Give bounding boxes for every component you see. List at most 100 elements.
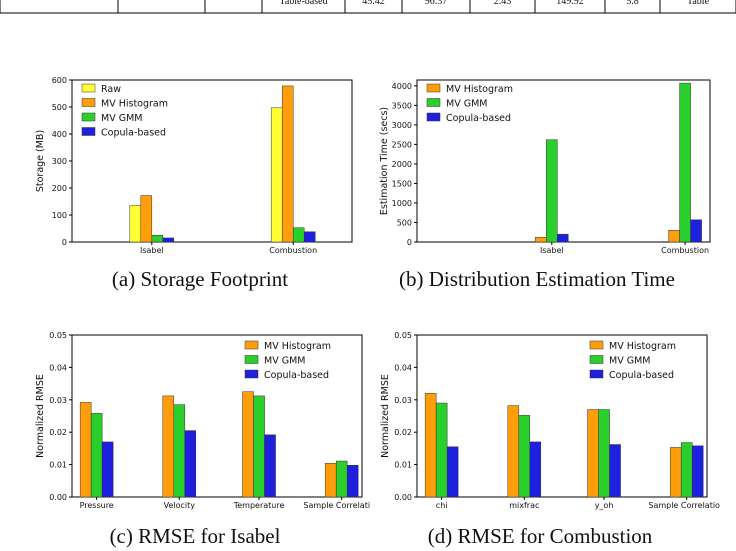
bar-mv-gmm-sample-correlation — [335, 460, 348, 498]
bar-mv-gmm-chi — [435, 402, 448, 498]
y-tick-label: 200 — [52, 184, 67, 193]
caption-storage-footprint: (a) Storage Footprint — [111, 267, 289, 291]
legend-swatch-mv-histogram — [244, 340, 259, 350]
y-tick-label: 0.04 — [49, 363, 67, 372]
bar-copula-based-velocity — [184, 430, 197, 498]
y-tick-label: 0.00 — [394, 493, 412, 502]
bar-mv-histogram-mixfrac — [507, 405, 520, 498]
caption-rmse-combustion: (d) RMSE for Combustion — [427, 524, 653, 548]
legend-label-mv-gmm: MV GMM — [101, 113, 142, 124]
table-cell: Table-based — [279, 0, 327, 7]
y-tick-label: 400 — [52, 130, 67, 139]
bar-copula-based-combustion — [303, 231, 316, 243]
bar-mv-histogram-chi — [424, 393, 437, 498]
x-tick-label-combustion: Combustion — [661, 246, 709, 255]
y-tick-label: 0.05 — [394, 331, 412, 340]
bar-mv-gmm-isabel — [546, 139, 558, 243]
legend-swatch-copula-based — [81, 127, 96, 136]
y-tick-label: 0.05 — [49, 331, 67, 340]
plot-frame — [71, 334, 363, 498]
y-tick-label: 0.00 — [49, 493, 67, 502]
y-tick-label: 500 — [397, 218, 412, 227]
bar-copula-based-sample-correlation — [691, 445, 704, 498]
chart-estimation-time: 0 500 1000 1500 2000 2500 3000 3500 4000 Estimati… — [379, 79, 711, 255]
y-tick-label: 2500 — [392, 140, 412, 149]
y-axis-label: Estimation Time (secs) — [379, 107, 390, 215]
legend-label-copula-based: Copula-based — [264, 370, 329, 381]
table-cell: 96.37 — [425, 0, 448, 7]
legend-label-mv-histogram: MV Histogram — [264, 341, 331, 352]
table-cell: 45.42 — [362, 0, 385, 7]
table-cell: 149.92 — [556, 0, 584, 7]
bar-mv-histogram-sample-correlation — [324, 463, 337, 498]
table-cell: 5.8 — [626, 0, 639, 7]
chart-rmse-isabel: 0.00 0.01 0.02 0.03 0.04 0.05 Normalized RMSE P… — [35, 331, 370, 510]
bar-mv-gmm-velocity — [173, 404, 186, 498]
legend-swatch-mv-histogram — [426, 83, 441, 93]
y-tick-label: 0.03 — [394, 396, 412, 405]
bar-mv-gmm-pressure — [90, 413, 103, 498]
caption-rmse-isabel: (c) RMSE for Isabel — [109, 524, 281, 548]
bar-copula-based-mixfrac — [529, 441, 542, 498]
bar-raw-isabel — [129, 205, 142, 243]
bar-raw-combustion — [270, 107, 283, 243]
legend-label-copula-based: Copula-based — [609, 370, 674, 381]
bar-mv-histogram-temperature — [242, 391, 254, 498]
bar-mv-histogram-y-oh — [587, 409, 599, 498]
legend-label-mv-gmm: MV GMM — [264, 356, 305, 367]
bar-copula-based-sample-correlation — [346, 464, 359, 498]
legend-swatch-mv-histogram — [589, 340, 604, 350]
legend-swatch-mv-gmm — [244, 355, 259, 364]
bar-mv-gmm-mixfrac — [518, 415, 531, 498]
legend-label-mv-gmm: MV GMM — [609, 356, 650, 367]
x-tick-label-pressure: Pressure — [80, 501, 114, 510]
y-tick-label: 0.01 — [49, 461, 67, 470]
legend-swatch-mv-histogram — [81, 98, 96, 107]
bar-mv-histogram-isabel — [535, 237, 547, 243]
chart-storage-footprint: 0 100 200 300 400 500 600 Storage (MB) Isabel Com… — [35, 76, 353, 255]
legend-label-copula-based: Copula-based — [446, 113, 511, 124]
y-tick-label: 600 — [52, 76, 67, 85]
bar-copula-based-temperature — [264, 434, 276, 498]
y-tick-label: 3000 — [392, 121, 412, 130]
bar-mv-histogram-sample-correlation — [669, 447, 682, 498]
table-cell: Table — [687, 0, 710, 7]
x-tick-label-chi: chi — [436, 501, 448, 510]
y-tick-label: 1000 — [392, 199, 412, 208]
legend-swatch-copula-based — [426, 112, 441, 122]
x-tick-label-y-oh: y_oh — [595, 501, 614, 510]
y-tick-label: 0.04 — [394, 363, 412, 372]
bar-mv-gmm-combustion — [292, 227, 305, 243]
x-tick-label-sample-correlation: Sample Correlation — [648, 501, 720, 510]
y-axis-label: Storage (MB) — [35, 130, 46, 192]
y-tick-label: 1500 — [392, 179, 412, 188]
legend-label-mv-gmm: MV GMM — [446, 99, 487, 110]
top-table-fragment: Table-based 45.42 96.37 2.43 149.92 5.8 Table — [0, 0, 736, 14]
y-tick-label: 0.02 — [49, 428, 67, 437]
plot-frame — [416, 334, 708, 498]
legend-swatch-copula-based — [244, 369, 259, 379]
bar-mv-gmm-y-oh — [598, 409, 610, 498]
y-tick-label: 4000 — [392, 82, 412, 91]
y-tick-label: 0.02 — [394, 428, 412, 437]
legend-swatch-mv-gmm — [426, 98, 441, 107]
legend-label-mv-histogram: MV Histogram — [101, 99, 168, 110]
y-tick-label: 2000 — [392, 160, 412, 169]
bar-mv-histogram-velocity — [162, 395, 175, 498]
x-tick-label-isabel: Isabel — [540, 246, 564, 255]
legend-label-raw: Raw — [101, 84, 121, 95]
y-axis-label: Normalized RMSE — [380, 374, 391, 458]
bar-copula-based-combustion — [690, 219, 702, 243]
y-tick-label: 300 — [52, 157, 67, 166]
x-tick-label-sample-correlation: Sample Correlation — [303, 501, 370, 510]
legend-label-mv-histogram: MV Histogram — [609, 341, 676, 352]
x-tick-label-velocity: Velocity — [164, 501, 196, 510]
chart-rmse-combustion: 0.00 0.01 0.02 0.03 0.04 0.05 Normalized RMSE c… — [380, 331, 720, 510]
bar-mv-histogram-pressure — [79, 402, 92, 498]
y-tick-label: 0.01 — [394, 461, 412, 470]
bar-mv-gmm-isabel — [151, 235, 164, 243]
x-tick-label-combustion: Combustion — [269, 246, 317, 255]
y-tick-label: 0 — [62, 238, 67, 247]
y-tick-label: 500 — [52, 103, 67, 112]
caption-estimation-time: (b) Distribution Estimation Time — [399, 267, 675, 291]
